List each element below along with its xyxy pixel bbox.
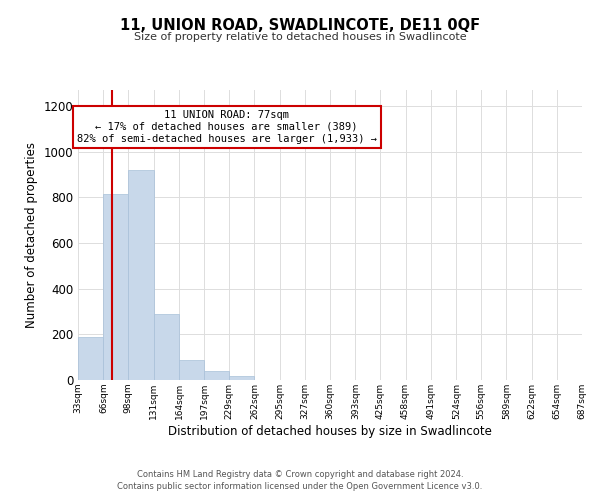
Text: Size of property relative to detached houses in Swadlincote: Size of property relative to detached ho… [134,32,466,42]
Text: 11 UNION ROAD: 77sqm
← 17% of detached houses are smaller (389)
82% of semi-deta: 11 UNION ROAD: 77sqm ← 17% of detached h… [77,110,377,144]
Bar [103,194,128,380]
Bar [179,360,205,380]
Y-axis label: Number of detached properties: Number of detached properties [25,142,38,328]
Bar [229,376,254,380]
Text: Contains HM Land Registry data © Crown copyright and database right 2024.: Contains HM Land Registry data © Crown c… [137,470,463,479]
Text: 11, UNION ROAD, SWADLINCOTE, DE11 0QF: 11, UNION ROAD, SWADLINCOTE, DE11 0QF [120,18,480,32]
Bar [205,371,229,380]
Bar [78,336,103,380]
Bar [128,170,154,380]
Bar [154,314,179,380]
Text: Contains public sector information licensed under the Open Government Licence v3: Contains public sector information licen… [118,482,482,491]
X-axis label: Distribution of detached houses by size in Swadlincote: Distribution of detached houses by size … [168,424,492,438]
